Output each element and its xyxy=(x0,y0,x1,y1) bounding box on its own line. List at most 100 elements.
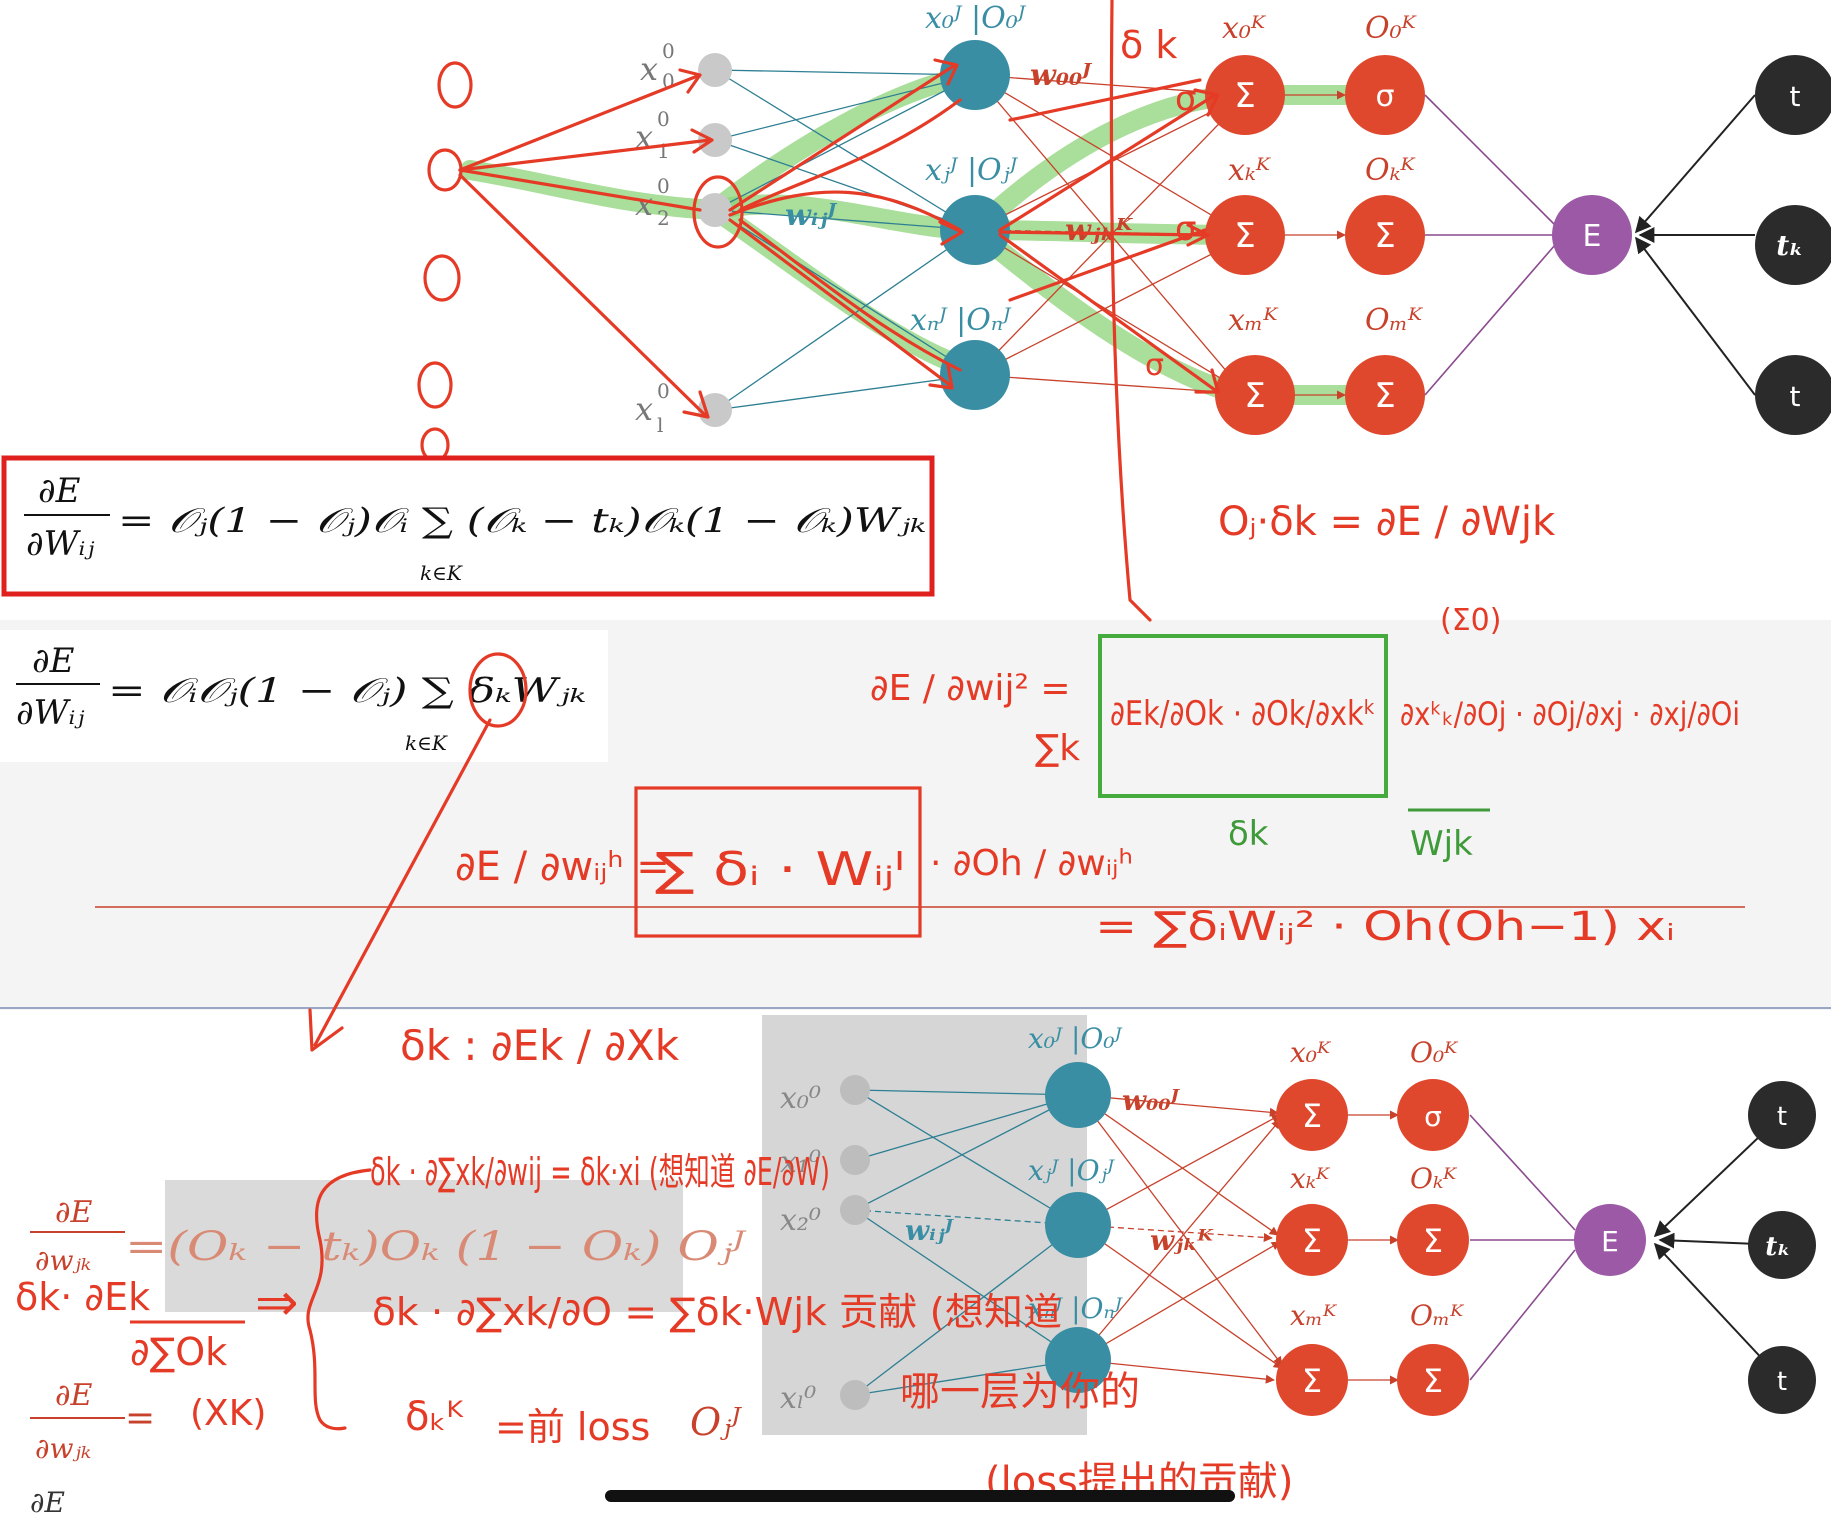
input-sub: l xyxy=(657,413,663,437)
input-sub: 1 xyxy=(657,139,670,163)
hidden-label: xₙᴶ |Oₙᴶ xyxy=(1028,1292,1123,1325)
sum-symbol: Σ xyxy=(1302,1222,1322,1260)
input-node xyxy=(698,53,732,87)
sum-node xyxy=(1276,1204,1348,1276)
hidden-label: x₀ᴶ |O₀ᴶ xyxy=(1028,1022,1123,1055)
output-node xyxy=(1345,55,1425,135)
sum-node xyxy=(1276,1344,1348,1416)
implies-arrow: ⇒ xyxy=(255,1273,299,1333)
target-node xyxy=(1748,1346,1816,1414)
input-sup: 0 xyxy=(662,39,675,63)
output-node xyxy=(1397,1344,1469,1416)
sum-symbol: Σ xyxy=(1234,76,1255,116)
hidden-node xyxy=(940,340,1010,410)
target-node xyxy=(1755,355,1831,435)
input-hidden-edges xyxy=(714,69,976,411)
output-symbol: Σ xyxy=(1374,376,1395,416)
weight-label: w₀₀ᴶ xyxy=(1122,1084,1181,1117)
sum-node xyxy=(1215,355,1295,435)
sum-label: xₘᴷ xyxy=(1228,303,1279,338)
green-delta: δk xyxy=(1228,814,1269,854)
output-node xyxy=(1397,1204,1469,1276)
target-node xyxy=(1748,1081,1816,1149)
sum-label: x₀ᴷ xyxy=(1222,11,1267,46)
chain-box-text: ∂Ek/∂Ok · ∂Ok/∂xkᵏ xyxy=(1110,694,1376,734)
input-label: x₁⁰ xyxy=(780,1145,821,1180)
sum-symbol: Σ xyxy=(1244,376,1265,416)
formula-den: ∂wⱼₖ xyxy=(35,1244,91,1277)
left-xk: (XK) xyxy=(190,1393,266,1434)
ink-line-3b: =前 loss xyxy=(495,1405,650,1449)
target-label: t xyxy=(1777,1367,1787,1397)
input-node xyxy=(840,1075,870,1105)
target-node xyxy=(1755,55,1831,135)
formula-rhs: =(Oₖ − tₖ)Oₖ (1 − Oₖ) Oⱼᴶ xyxy=(125,1224,747,1270)
oj-delta-note: Oⱼ·δk = ∂E / ∂Wjk xyxy=(1218,499,1556,545)
weight-label: wᵢⱼᴶ xyxy=(785,198,837,233)
sum-node xyxy=(1205,55,1285,135)
home-indicator[interactable] xyxy=(605,1490,1235,1502)
input-label: x₂⁰ xyxy=(780,1203,821,1238)
weight-label: w₀₀ᴶ xyxy=(1030,58,1092,93)
left-den: ∂∑Ok xyxy=(130,1330,227,1374)
second-formula: ∂E ∂Wᵢⱼ = 𝒪ᵢ𝒪ⱼ(1 − 𝒪ⱼ) ∑ δₖWⱼₖ k∈K xyxy=(0,630,608,1052)
sum-label: xₖᴷ xyxy=(1228,153,1272,188)
chain-rest-text: ∂xᵏₖ/∂Oj · ∂Oj/∂xj · ∂xj/∂Oi xyxy=(1400,695,1740,733)
chain-sum: ∑k xyxy=(1035,728,1080,769)
hidden-label: xⱼᴶ |Oⱼᴶ xyxy=(1028,1154,1115,1187)
hidden-label: xₙᴶ |Oₙᴶ xyxy=(910,303,1012,338)
formula-den: ∂wⱼₖ xyxy=(35,1432,91,1465)
bottom-edges xyxy=(854,1089,1783,1396)
formula-num: ∂E xyxy=(32,641,75,681)
error-label: E xyxy=(1601,1225,1619,1258)
formula-num: ∂E xyxy=(55,1378,93,1413)
ink-line-3c: Oⱼᴶ xyxy=(690,1400,742,1444)
weight-label: wⱼₖᴷ xyxy=(1065,213,1134,248)
error-node xyxy=(1552,195,1632,275)
h-lhs: ∂E / ∂wᵢⱼʰ = xyxy=(455,844,670,890)
input-sup: 0 xyxy=(657,174,670,198)
input-sup: 0 xyxy=(657,379,670,403)
target-node xyxy=(1755,205,1831,285)
formula-index: k∈K xyxy=(420,561,463,585)
sum-symbol: Σ xyxy=(1234,216,1255,256)
output-symbol: Σ xyxy=(1423,1222,1443,1260)
chain-lhs: ∂E / ∂wij² = xyxy=(870,668,1070,709)
output-node xyxy=(1345,195,1425,275)
hidden-node xyxy=(1045,1327,1111,1393)
hidden-node xyxy=(1045,1062,1111,1128)
ink-annotations-top: σ σ σ δ k Oⱼ·δk = ∂E / ∂Wjk (Σ0) xyxy=(417,0,1556,638)
input-node xyxy=(840,1195,870,1225)
hidden-label: xⱼᴶ |Oⱼᴶ xyxy=(925,153,1019,188)
target-label: t xyxy=(1790,380,1801,413)
sum-node xyxy=(1205,195,1285,275)
output-node xyxy=(1345,355,1425,435)
h-box-text: ∑ δᵢ · Wᵢⱼᴵ xyxy=(655,842,905,896)
formula-rhs: = 𝒪ⱼ(1 − 𝒪ⱼ)𝒪ᵢ ∑ (𝒪ₖ − tₖ)𝒪ₖ(1 − 𝒪ₖ)Wⱼₖ xyxy=(118,501,926,541)
ink-line-1: δk · ∂∑xk/∂wij = δk·xi (想知道 ∂E/∂W) xyxy=(370,1150,830,1194)
output-node xyxy=(1397,1079,1469,1151)
ink-line-2b: 哪一层为你的 xyxy=(900,1369,1140,1415)
input-label: x xyxy=(635,118,653,156)
error-label: E xyxy=(1583,219,1602,254)
target-label: t xyxy=(1790,80,1801,113)
green-w: Wjk xyxy=(1410,824,1473,864)
input-label: xₗ⁰ xyxy=(780,1381,816,1416)
ink-chain-rule: ∂E / ∂wij² = ∑k ∂Ek/∂Ok · ∂Ok/∂xkᵏ ∂xᵏₖ/… xyxy=(455,634,1740,950)
hidden-label: x₀ᴶ |O₀ᴶ xyxy=(925,1,1027,36)
sigma-annotation: σ xyxy=(1145,348,1164,383)
input-label: x xyxy=(640,50,658,88)
ink-annotations-bottom: δk : ∂Ek / ∂Xk δk · ∂∑xk/∂wij = δk·xi (想… xyxy=(15,1021,1293,1505)
formula-box xyxy=(1,455,935,597)
delta-def: δk : ∂Ek / ∂Xk xyxy=(400,1021,680,1070)
output-symbol: σ xyxy=(1424,1100,1442,1133)
target-node xyxy=(1748,1211,1816,1279)
formula-den: ∂Wᵢⱼ xyxy=(16,693,84,733)
hidden-node xyxy=(940,195,1010,265)
sigma0-note: (Σ0) xyxy=(1440,603,1501,638)
formula-index: k∈K xyxy=(405,731,448,755)
weight-label: wᵢⱼᴶ xyxy=(905,1214,955,1247)
formula-grey-panel xyxy=(165,1180,683,1312)
green-box xyxy=(1098,634,1388,798)
